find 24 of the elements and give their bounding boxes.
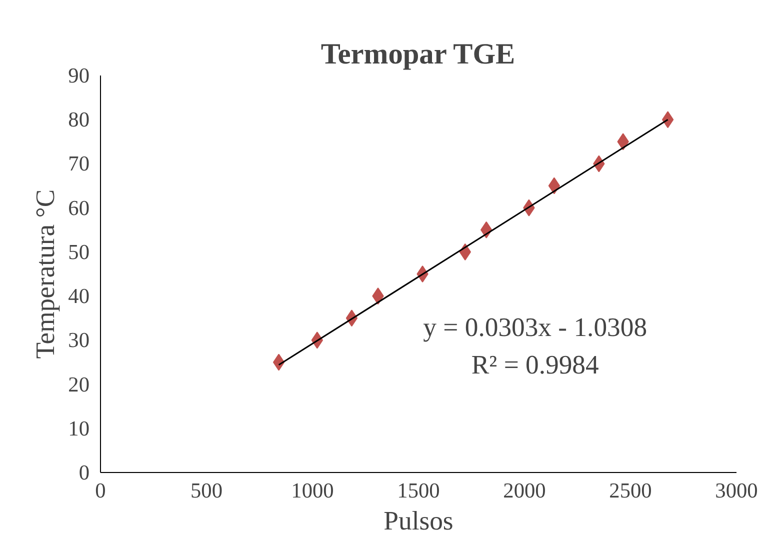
y-tick-label: 60: [68, 196, 90, 220]
x-tick-label: 2000: [503, 478, 546, 502]
y-axis-title: Temperatura °C: [30, 189, 60, 359]
x-axis-title: Pulsos: [384, 506, 454, 536]
x-tick-label: 500: [190, 478, 223, 502]
y-tick-label: 0: [78, 460, 90, 484]
x-tick-label: 0: [95, 478, 106, 502]
point: [548, 177, 560, 194]
x-tick-label: 2500: [609, 478, 652, 502]
annotation: y = 0.0303x - 1.0308: [423, 312, 648, 342]
annotation: R² = 0.9984: [471, 349, 599, 380]
x-tick-label: 1500: [397, 478, 440, 502]
point: [662, 111, 674, 128]
x-tick-label: 1000: [291, 478, 334, 502]
y-tick-label: 90: [68, 64, 90, 88]
y-tick-label: 10: [68, 416, 90, 440]
y-tick-label: 20: [68, 372, 90, 396]
y-tick-label: 40: [68, 284, 90, 308]
x-tick-label: 3000: [715, 478, 758, 502]
y-tick-label: 30: [68, 328, 90, 352]
y-tick-label: 70: [68, 152, 90, 176]
chart-title: Termopar TGE: [320, 38, 516, 70]
y-tick-label: 50: [68, 240, 90, 264]
y-tick-label: 80: [68, 108, 90, 132]
